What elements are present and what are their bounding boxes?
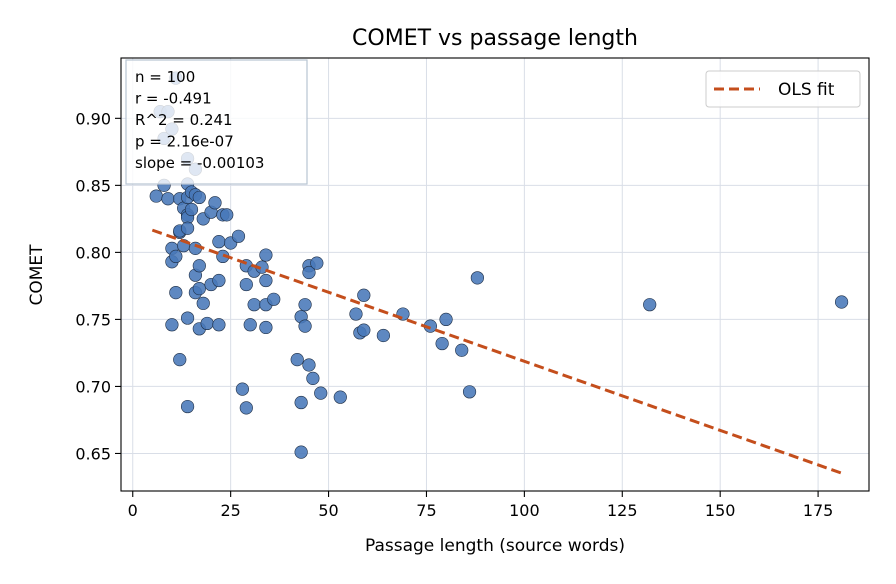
y-tick-label: 0.80 — [75, 243, 111, 262]
data-point — [165, 318, 179, 332]
data-point — [212, 318, 226, 332]
y-tick-label: 0.75 — [75, 310, 111, 329]
data-point — [294, 395, 308, 410]
data-point — [310, 256, 324, 270]
data-point — [212, 235, 226, 249]
x-axis-label: Passage length (source words) — [365, 536, 625, 556]
data-point — [455, 343, 469, 357]
legend-fit-label: OLS fit — [778, 80, 835, 100]
data-point — [470, 271, 484, 285]
data-point — [834, 295, 849, 309]
stats-box-frame — [125, 59, 308, 185]
data-point — [302, 358, 316, 372]
data-point — [169, 249, 183, 264]
x-tick-label: 150 — [705, 501, 736, 520]
data-point — [259, 320, 273, 335]
x-tick-label: 50 — [318, 501, 338, 520]
data-point — [149, 189, 163, 203]
data-point — [439, 312, 453, 327]
data-point — [196, 296, 210, 310]
data-point — [333, 390, 347, 404]
data-point — [302, 265, 316, 280]
data-point — [435, 336, 449, 351]
data-point — [298, 319, 312, 333]
grid-lines — [121, 58, 869, 491]
axis-ticks: 0 25 50 75 100 125 150 175 0.65 0.70 0.75 0.80 0.85 0… — [75, 109, 833, 520]
data-point — [173, 353, 187, 367]
data-point — [239, 401, 253, 415]
data-point — [259, 248, 273, 262]
stats-line: n = 100 — [135, 68, 195, 86]
data-point — [357, 288, 371, 302]
data-point — [180, 221, 195, 235]
data-point — [298, 298, 312, 312]
data-point — [200, 316, 214, 331]
stats-line: r = -0.491 — [135, 90, 212, 108]
y-axis-label: COMET — [27, 244, 47, 306]
data-point — [462, 385, 477, 399]
data-point — [243, 318, 257, 332]
data-point — [220, 208, 234, 222]
stats-box: n = 100 r = -0.491 R^2 = 0.241 p = 2.16e-07… — [125, 59, 308, 185]
data-point — [376, 328, 390, 343]
data-point — [161, 192, 175, 206]
x-tick-label: 125 — [607, 501, 638, 520]
x-tick-label: 0 — [128, 501, 138, 520]
data-point — [239, 277, 253, 292]
data-point — [235, 382, 250, 396]
data-point — [643, 298, 657, 312]
legend: OLS fit — [705, 70, 861, 108]
data-point — [349, 307, 363, 321]
y-tick-label: 0.90 — [75, 109, 111, 128]
stats-line: slope = -0.00103 — [135, 154, 264, 172]
plot-frame — [120, 57, 870, 492]
data-point — [184, 202, 199, 217]
fit-line-group — [151, 228, 843, 475]
data-point — [247, 298, 261, 312]
data-point — [192, 281, 206, 296]
y-tick-label: 0.85 — [75, 176, 111, 195]
data-point — [192, 259, 206, 273]
x-tick-label: 75 — [416, 501, 436, 520]
y-tick-label: 0.70 — [75, 377, 111, 396]
stats-lines: n = 100 r = -0.491 R^2 = 0.241 p = 2.16e-07… — [135, 68, 264, 172]
chart-title: COMET vs passage length — [352, 26, 638, 51]
ols-fit-line — [151, 228, 843, 475]
y-tick-label: 0.65 — [75, 444, 111, 463]
x-tick-label: 175 — [803, 501, 834, 520]
data-point — [306, 371, 320, 385]
data-point — [180, 399, 195, 414]
data-point — [267, 292, 281, 306]
x-tick-label: 100 — [509, 501, 540, 520]
data-point — [290, 353, 304, 367]
x-tick-label: 25 — [220, 501, 240, 520]
data-point — [259, 273, 273, 288]
data-point — [212, 273, 226, 288]
data-point — [192, 190, 206, 205]
data-point — [180, 311, 195, 325]
data-point — [294, 445, 308, 459]
stats-line: R^2 = 0.241 — [135, 111, 233, 129]
data-point — [231, 229, 246, 243]
data-point — [169, 285, 183, 300]
data-point — [357, 323, 371, 337]
stats-line: p = 2.16e-07 — [135, 133, 234, 151]
legend-frame — [705, 70, 861, 108]
data-point — [208, 196, 222, 210]
data-point — [314, 386, 328, 400]
